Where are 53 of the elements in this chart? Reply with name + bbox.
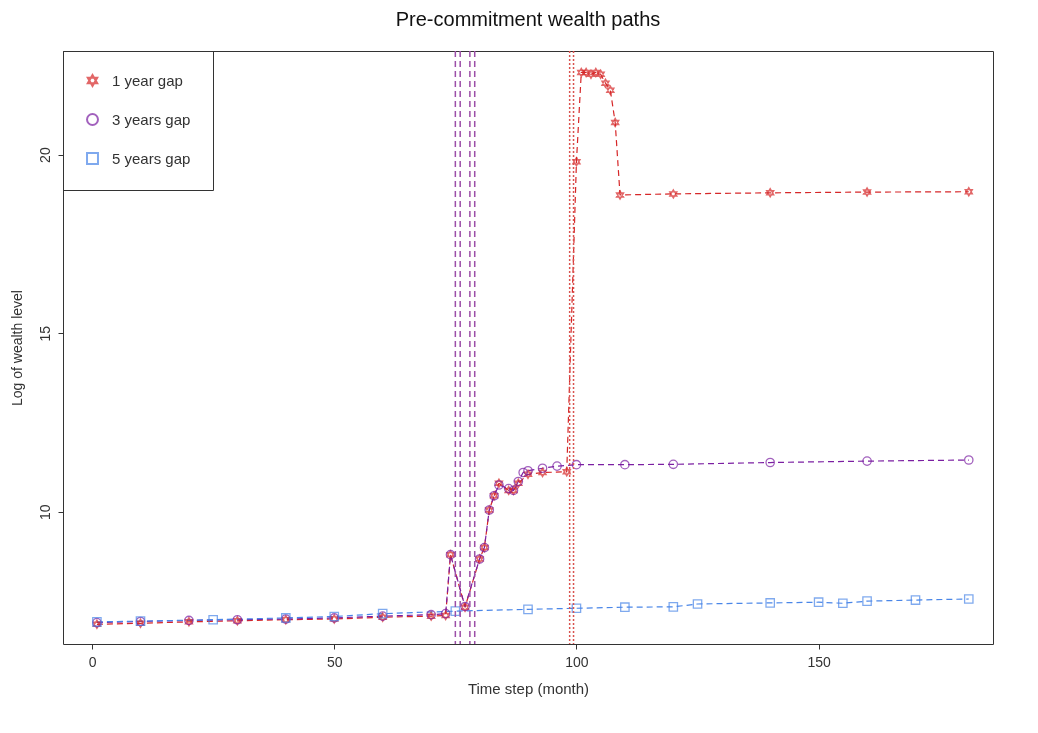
point — [552, 461, 562, 471]
point — [668, 602, 679, 612]
chart-title: Pre-commitment wealth paths — [395, 8, 661, 31]
point — [963, 594, 974, 604]
point — [669, 189, 678, 199]
y-tick-label: 10 — [36, 504, 53, 521]
point — [963, 455, 974, 465]
point — [862, 187, 872, 197]
x-tick-label: 0 — [88, 653, 97, 670]
point — [450, 606, 461, 616]
x-tick-label: 150 — [807, 653, 832, 670]
point — [615, 190, 625, 200]
point — [523, 469, 533, 480]
point — [538, 467, 547, 478]
legend-label: 3 years gap — [112, 110, 191, 128]
point — [620, 459, 630, 470]
point — [523, 465, 533, 476]
point — [765, 457, 776, 468]
point — [862, 456, 872, 466]
point — [571, 459, 582, 470]
point — [765, 598, 776, 608]
point — [813, 597, 824, 608]
point — [910, 595, 921, 605]
y-tick-label: 20 — [36, 147, 53, 163]
point — [692, 599, 703, 609]
point — [838, 598, 848, 609]
point — [208, 614, 218, 625]
point — [862, 596, 872, 606]
point — [523, 604, 533, 615]
point — [591, 67, 601, 78]
x-tick-label: 100 — [565, 653, 589, 670]
point — [581, 67, 591, 78]
point — [765, 187, 775, 198]
legend-label: 1 year gap — [112, 71, 183, 89]
x-tick-label: 50 — [326, 653, 343, 670]
point — [577, 67, 586, 78]
point — [537, 463, 548, 474]
point — [601, 78, 610, 88]
point — [571, 603, 582, 614]
point — [620, 602, 630, 613]
point — [610, 117, 620, 128]
y-tick-label: 15 — [36, 325, 53, 342]
point — [562, 466, 572, 477]
legend-label: 5 years gap — [112, 149, 191, 167]
point — [606, 85, 615, 96]
point — [668, 459, 679, 470]
point — [572, 156, 581, 167]
point — [586, 69, 596, 80]
point — [596, 69, 605, 80]
point — [518, 467, 528, 478]
x-axis-title: Time step (month) — [467, 679, 590, 697]
point — [964, 186, 974, 197]
y-axis-title: Log of wealth level — [8, 290, 25, 406]
